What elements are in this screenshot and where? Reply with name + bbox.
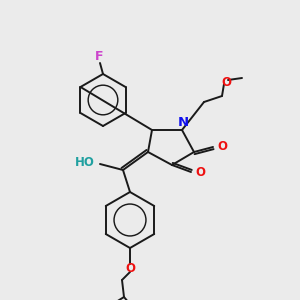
Text: O: O [217, 140, 227, 152]
Text: N: N [177, 116, 189, 130]
Text: O: O [195, 167, 205, 179]
Text: HO: HO [75, 155, 95, 169]
Text: O: O [125, 262, 135, 275]
Text: O: O [221, 76, 231, 88]
Text: F: F [95, 50, 103, 62]
